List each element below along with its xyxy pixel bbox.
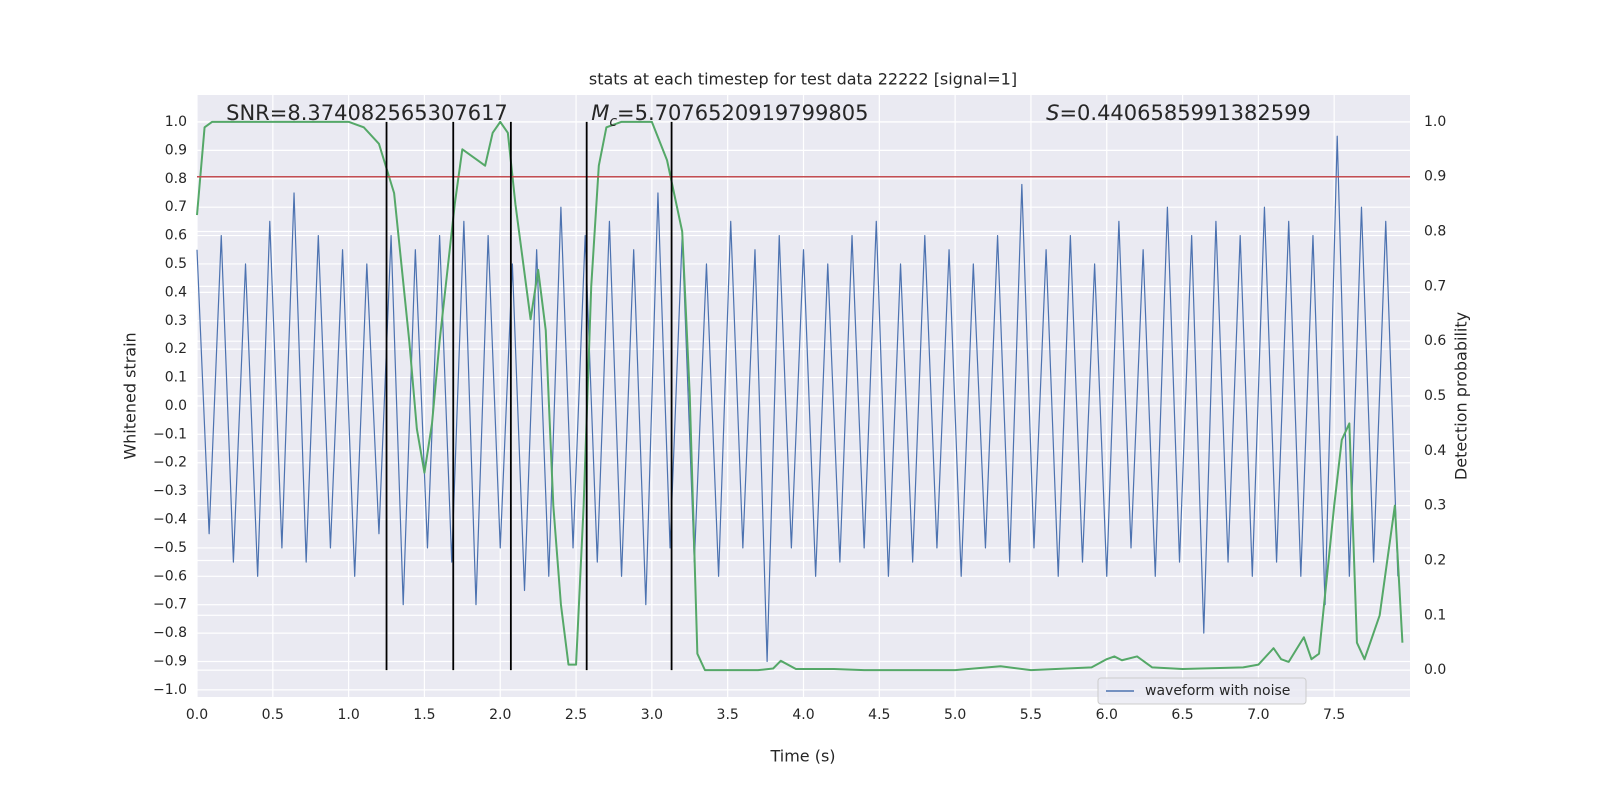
x-tick-label: 4.0 [792,707,814,723]
y2-tick-label: 0.9 [1424,169,1446,185]
y-tick-label: −0.3 [153,483,187,499]
annotation: Mc=5.7076520919799805 [591,101,868,130]
y2-axis-label: Detection probability [1452,312,1471,480]
y-tick-label: 0.1 [165,370,187,386]
annotation-symbol: M [591,101,609,125]
x-tick-label: 2.5 [565,707,587,723]
y2-tick-label: 0.1 [1424,607,1446,623]
annotation-symbol: S [1046,101,1059,125]
x-tick-label: 0.0 [186,707,208,723]
y-tick-label: −0.9 [153,654,187,670]
y2-tick-label: 0.8 [1424,224,1446,240]
y-tick-label: −1.0 [153,682,187,698]
legend-label: waveform with noise [1145,683,1290,699]
y-tick-label: 0.3 [165,313,187,329]
y2-tick-label: 0.5 [1424,388,1446,404]
x-tick-label: 3.0 [641,707,663,723]
y2-tick-label: 1.0 [1424,114,1446,130]
x-tick-label: 5.0 [944,707,966,723]
y-tick-label: −0.1 [153,426,187,442]
y-tick-label: 0.9 [165,142,187,158]
x-tick-label: 7.5 [1323,707,1345,723]
annotation-text: =0.4406585991382599 [1059,101,1310,125]
y-tick-label: 1.0 [165,114,187,130]
x-tick-label: 7.0 [1247,707,1269,723]
x-tick-label: 4.5 [868,707,890,723]
x-tick-label: 6.0 [1096,707,1118,723]
y-tick-label: 0.6 [165,228,187,244]
y2-tick-label: 0.0 [1424,662,1446,678]
y-tick-label: −0.6 [153,568,187,584]
y-axis-label: Whitened strain [121,332,140,459]
chart-title: stats at each timestep for test data 222… [589,70,1017,89]
y-tick-label: 0.4 [165,284,187,300]
y-tick-label: 0.2 [165,341,187,357]
data-line [196,135,1399,663]
y-tick-label: −0.7 [153,597,187,613]
y-tick-label: −0.5 [153,540,187,556]
y2-tick-label: 0.2 [1424,552,1446,568]
y-tick-label: −0.2 [153,455,187,471]
annotation: SNR=8.374082565307617 [226,101,508,125]
y-tick-label: −0.8 [153,625,187,641]
y-tick-label: 0.5 [165,256,187,272]
x-tick-label: 0.5 [262,707,284,723]
x-tick-label: 5.5 [1020,707,1042,723]
y-tick-label: −0.4 [153,512,187,528]
x-axis-label: Time (s) [769,747,835,766]
x-tick-label: 2.0 [489,707,511,723]
annotation-text: SNR=8.374082565307617 [226,101,508,125]
x-tick-label: 1.5 [413,707,435,723]
x-tick-label: 1.0 [337,707,359,723]
x-tick-label: 3.5 [717,707,739,723]
y2-tick-label: 0.3 [1424,498,1446,514]
y2-tick-label: 0.4 [1424,443,1446,459]
legend-box [1097,677,1307,705]
data-line [196,120,1404,672]
y-tick-label: 0.7 [165,199,187,215]
grid [196,95,1410,697]
x-tick-label: 6.5 [1171,707,1193,723]
y-tick-label: 0.8 [165,171,187,187]
annotation: S=0.4406585991382599 [1046,101,1311,125]
annotation-text: =5.7076520919799805 [617,101,868,125]
y2-tick-label: 0.6 [1424,333,1446,349]
y2-tick-label: 0.7 [1424,278,1446,294]
annotation-subscript: c [609,114,617,130]
y-tick-label: 0.0 [165,398,187,414]
